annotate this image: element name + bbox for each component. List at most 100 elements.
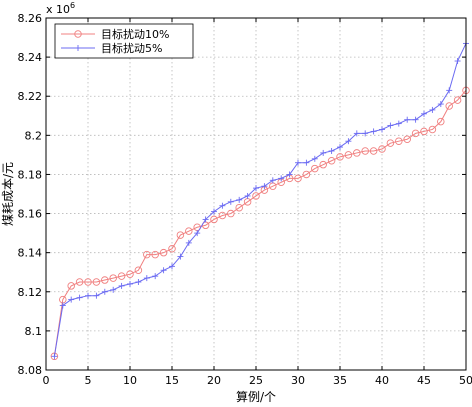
data-point xyxy=(93,292,100,299)
data-point xyxy=(67,282,75,290)
data-point xyxy=(235,203,243,212)
data-point xyxy=(219,202,226,209)
data-point xyxy=(386,139,395,147)
data-point xyxy=(429,106,436,113)
data-point xyxy=(202,216,209,223)
x-tick-label: 45 xyxy=(417,374,431,387)
data-point xyxy=(311,164,319,173)
data-point xyxy=(453,96,462,104)
data-point xyxy=(135,279,142,285)
data-point xyxy=(286,171,293,178)
data-point xyxy=(361,147,369,155)
data-point xyxy=(446,87,453,94)
x-tick-label: 10 xyxy=(123,374,137,387)
legend-label: 目标扰动10% xyxy=(101,27,169,41)
data-point xyxy=(244,192,251,199)
data-point xyxy=(152,273,159,280)
legend-box xyxy=(54,23,194,59)
data-point xyxy=(437,101,444,108)
data-point xyxy=(353,130,360,137)
tick-layer: 0 5 10 15 20 25 30 35 40 45 50 8.08 8.1 8.12 8.14 8.16 8… xyxy=(18,12,472,387)
data-point xyxy=(92,278,101,286)
data-point xyxy=(295,159,301,166)
data-point xyxy=(328,147,335,154)
y-tick-label: 8.22 xyxy=(18,90,43,103)
data-point xyxy=(437,117,445,126)
data-point xyxy=(101,276,109,284)
data-point xyxy=(278,175,285,182)
y-tick-label: 8.1 xyxy=(25,325,43,338)
data-point xyxy=(117,272,126,280)
data-point xyxy=(127,280,133,287)
y-tick-label: 8.24 xyxy=(18,51,43,64)
data-point xyxy=(303,159,310,166)
series-2 xyxy=(51,40,469,360)
data-point xyxy=(395,137,403,145)
data-point xyxy=(168,245,176,253)
scale-exponent: 6 xyxy=(70,1,75,10)
data-point xyxy=(194,230,201,237)
y-axis-label: 煤耗成本/元 xyxy=(1,162,15,226)
x-tick-label: 30 xyxy=(291,374,305,387)
data-point xyxy=(320,149,327,156)
data-point xyxy=(169,263,175,270)
x-tick-label: 25 xyxy=(249,374,263,387)
data-point xyxy=(143,275,150,282)
data-point xyxy=(236,196,243,203)
y-tick-label: 8.14 xyxy=(18,247,43,260)
data-point xyxy=(445,102,453,110)
data-point xyxy=(319,160,327,169)
data-point xyxy=(370,128,377,135)
data-point xyxy=(101,288,108,295)
y-tick-label: 8.08 xyxy=(18,364,43,377)
data-point xyxy=(344,151,353,159)
data-point xyxy=(252,192,260,200)
data-point xyxy=(362,130,369,137)
y-tick-label: 8.12 xyxy=(18,286,43,299)
data-point xyxy=(412,116,419,123)
data-point xyxy=(379,126,385,133)
legend-item-2: 目标扰动5% xyxy=(61,41,162,55)
data-point xyxy=(428,125,437,134)
data-point xyxy=(345,138,352,145)
x-tick-label: 20 xyxy=(207,374,221,387)
series-line xyxy=(53,90,467,357)
data-point xyxy=(109,274,117,282)
data-point xyxy=(353,149,361,157)
x-tick-label: 50 xyxy=(459,374,472,387)
data-point xyxy=(185,239,192,246)
data-point xyxy=(403,135,411,143)
y-scale-multiplier: x 106 xyxy=(46,1,75,16)
data-point xyxy=(411,129,420,138)
data-point xyxy=(261,183,268,190)
data-point xyxy=(185,227,193,235)
data-point xyxy=(159,248,168,257)
y-tick-label: 8.18 xyxy=(18,168,43,181)
y-tick-label: 8.26 xyxy=(18,12,43,25)
data-point xyxy=(369,147,378,155)
x-tick-label: 35 xyxy=(333,374,347,387)
data-point xyxy=(75,278,84,286)
x-tick-label: 0 xyxy=(43,374,50,387)
x-tick-label: 40 xyxy=(375,374,389,387)
legend: 目标扰动10%目标扰动5% xyxy=(54,23,194,59)
data-point xyxy=(151,250,159,259)
data-point xyxy=(211,208,217,215)
data-point xyxy=(227,209,235,218)
data-point xyxy=(160,267,167,274)
y-tick-label: 8.16 xyxy=(18,208,43,221)
data-point xyxy=(68,296,75,303)
data-point xyxy=(311,155,318,162)
data-point xyxy=(218,211,227,220)
data-point xyxy=(110,286,117,293)
data-point xyxy=(176,231,185,239)
data-point xyxy=(454,58,461,65)
y-tick-label: 8.2 xyxy=(25,129,43,142)
data-point xyxy=(76,294,83,301)
x-tick-label: 15 xyxy=(165,374,179,387)
legend-label: 目标扰动5% xyxy=(101,41,162,55)
data-point xyxy=(134,266,143,275)
data-point xyxy=(387,122,394,129)
data-point xyxy=(51,353,58,360)
